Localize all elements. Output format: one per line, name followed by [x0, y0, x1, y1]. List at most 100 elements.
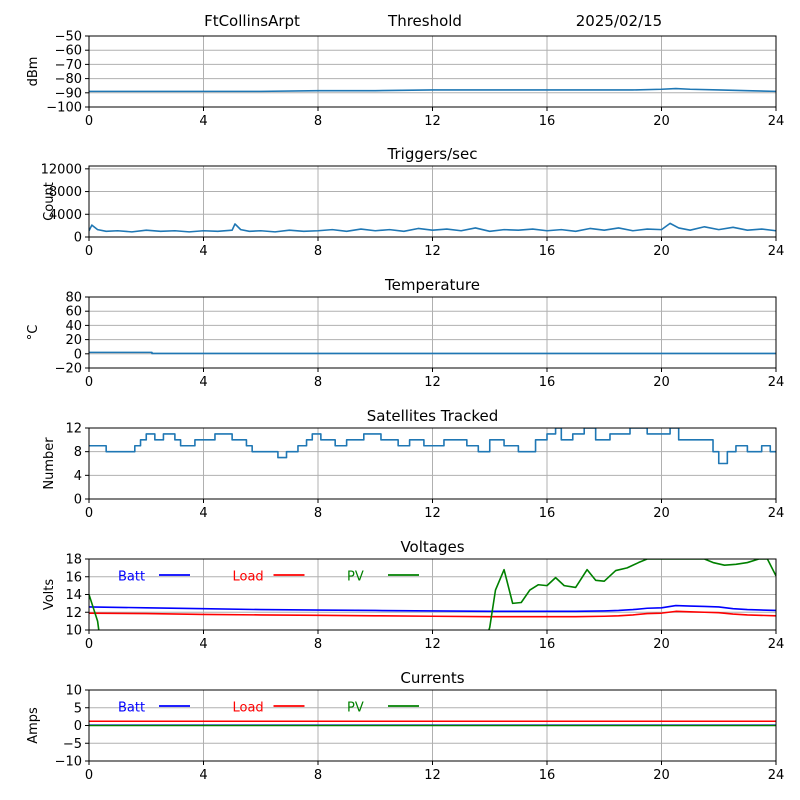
x-tick-label: 8: [314, 768, 322, 783]
x-tick-label: 4: [199, 637, 207, 652]
x-tick-label: 20: [653, 114, 670, 129]
y-tick-label: −50: [55, 30, 82, 45]
x-tick-label: 20: [653, 768, 670, 783]
y-axis-label: °C: [26, 325, 41, 341]
x-tick-label: 24: [768, 244, 785, 259]
series-line-voltages-2: [89, 559, 776, 630]
series-line-temperature-0: [89, 351, 776, 355]
legend-label: PV: [347, 570, 364, 585]
y-tick-label: 12: [65, 606, 82, 621]
x-tick-label: 24: [768, 768, 785, 783]
y-tick-label: −80: [55, 72, 82, 87]
y-tick-label: 8000: [49, 185, 82, 200]
y-tick-label: −20: [55, 362, 82, 377]
header-mode: Threshold: [387, 12, 462, 30]
x-tick-label: 0: [85, 506, 93, 521]
panel-triggers: 0 4 8 12 16 20 24 0 4000 8000 12000 Triggers/sec Cou…: [41, 145, 785, 259]
x-tick-label: 12: [424, 768, 441, 783]
y-tick-label: 4000: [49, 208, 82, 223]
x-tick-label: 12: [424, 244, 441, 259]
legend-label: Load: [233, 570, 264, 585]
chart-title: Currents: [400, 669, 464, 687]
x-tick-label: 16: [539, 244, 556, 259]
y-tick-label: −90: [55, 86, 82, 101]
y-tick-label: 12: [65, 422, 82, 437]
y-tick-label: 18: [65, 553, 82, 568]
x-tick-label: 12: [424, 114, 441, 129]
x-tick-label: 16: [539, 637, 556, 652]
y-tick-label: 12000: [41, 162, 82, 177]
x-tick-label: 8: [314, 506, 322, 521]
x-tick-label: 0: [85, 375, 93, 390]
x-tick-label: 4: [199, 114, 207, 129]
x-tick-label: 12: [424, 506, 441, 521]
y-tick-label: 0: [74, 493, 82, 508]
panel-currents: 0 4 8 12 16 20 24 −10 −5 0 5 10 Currents Amps Batt Load…: [26, 669, 784, 783]
y-axis-label: Volts: [42, 579, 57, 611]
x-tick-label: 12: [424, 375, 441, 390]
y-tick-label: 16: [65, 570, 82, 585]
series-line-voltages-1: [89, 610, 776, 618]
x-tick-label: 24: [768, 375, 785, 390]
x-tick-label: 4: [199, 244, 207, 259]
legend-label: Load: [233, 701, 264, 716]
y-tick-label: 10: [65, 684, 82, 699]
x-tick-label: 16: [539, 375, 556, 390]
y-tick-label: 4: [74, 469, 82, 484]
x-tick-label: 20: [653, 244, 670, 259]
y-tick-label: −70: [55, 58, 82, 73]
header-station: FtCollinsArpt: [204, 12, 300, 30]
x-tick-label: 8: [314, 375, 322, 390]
y-axis-label: Number: [42, 437, 57, 490]
chart-title: Temperature: [384, 276, 480, 294]
y-tick-label: 40: [65, 319, 82, 334]
x-tick-label: 20: [653, 375, 670, 390]
x-tick-label: 8: [314, 244, 322, 259]
x-tick-label: 4: [199, 375, 207, 390]
x-tick-label: 20: [653, 506, 670, 521]
x-tick-label: 24: [768, 637, 785, 652]
x-tick-label: 20: [653, 637, 670, 652]
x-tick-label: 0: [85, 768, 93, 783]
legend-label: Batt: [118, 570, 145, 585]
x-tick-label: 4: [199, 768, 207, 783]
x-tick-label: 0: [85, 244, 93, 259]
x-tick-label: 24: [768, 114, 785, 129]
chart-title: Triggers/sec: [387, 145, 478, 163]
y-tick-label: 0: [74, 231, 82, 246]
header-date: 2025/02/15: [576, 12, 662, 30]
panel-noise: 0 4 8 12 16 20 24 −100−90−80−70−60−50 dBm: [26, 30, 784, 130]
y-tick-label: 14: [65, 588, 82, 603]
chart-title: Voltages: [400, 538, 464, 556]
x-tick-label: 24: [768, 506, 785, 521]
series-line-triggers-0: [89, 222, 776, 233]
x-tick-label: 0: [85, 114, 93, 129]
y-tick-label: 20: [65, 333, 82, 348]
x-tick-label: 16: [539, 114, 556, 129]
x-tick-label: 0: [85, 637, 93, 652]
y-tick-label: 0: [74, 719, 82, 734]
y-tick-label: −60: [55, 44, 82, 59]
y-tick-label: −10: [55, 755, 82, 770]
y-tick-label: −5: [63, 737, 82, 752]
legend-label: Batt: [118, 701, 145, 716]
legend-label: PV: [347, 701, 364, 716]
x-tick-label: 12: [424, 637, 441, 652]
x-tick-label: 4: [199, 506, 207, 521]
y-tick-label: −100: [46, 101, 82, 116]
y-axis-label: Count: [42, 182, 57, 221]
series-line-noise-0: [89, 87, 776, 93]
x-tick-label: 16: [539, 506, 556, 521]
series-line-voltages-0: [89, 604, 776, 613]
panel-voltages: 0 4 8 12 16 20 24 10 12 14 16 18 Voltages Volts Batt Lo…: [42, 538, 784, 652]
series-line-satellites-0: [89, 428, 776, 465]
y-tick-label: 5: [74, 701, 82, 716]
y-tick-label: 60: [65, 305, 82, 320]
x-tick-label: 16: [539, 768, 556, 783]
y-axis-label: Amps: [26, 707, 41, 744]
chart-title: Satellites Tracked: [367, 407, 498, 425]
y-axis-label: dBm: [26, 57, 41, 87]
x-tick-label: 8: [314, 637, 322, 652]
